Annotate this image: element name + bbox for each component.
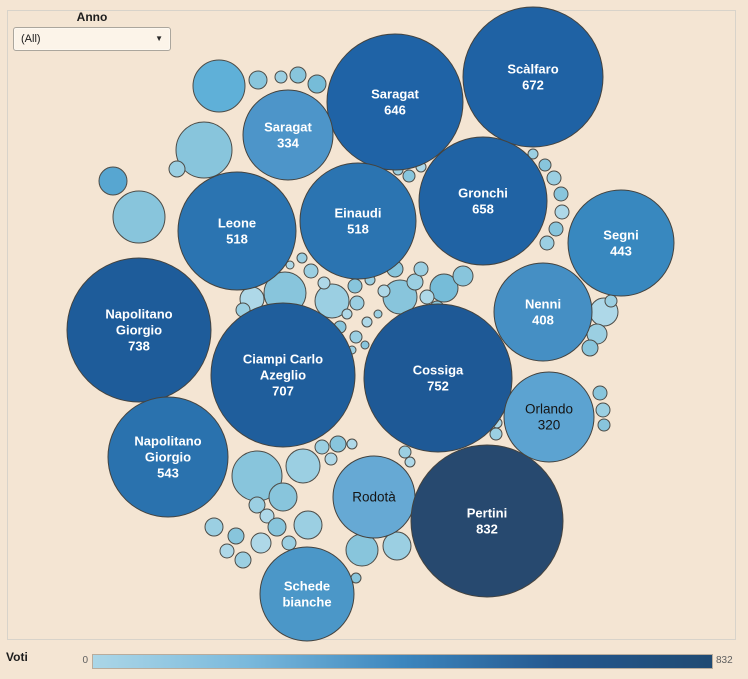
bubble-saragat-646[interactable]: Saragat 646 (326, 33, 464, 171)
bubble-orlando-320[interactable]: Orlando 320 (503, 371, 595, 463)
voti-color-legend: Voti 0 832 (0, 646, 748, 679)
small-bubble[interactable] (595, 402, 611, 418)
bubble-cossiga-752[interactable]: Cossiga 752 (363, 303, 513, 453)
anno-filter: Anno (All) ▼ (13, 10, 171, 51)
small-bubble[interactable] (360, 340, 370, 350)
bubble-sc-lfaro-672[interactable]: Scàlfaro 672 (462, 6, 604, 148)
small-bubble[interactable] (489, 427, 503, 441)
small-bubble[interactable] (289, 66, 307, 84)
small-bubble[interactable] (303, 263, 319, 279)
small-bubble[interactable] (345, 533, 379, 567)
legend-min-label: 0 (82, 655, 88, 666)
small-bubble[interactable] (398, 445, 412, 459)
small-bubble[interactable] (419, 289, 435, 305)
small-bubble[interactable] (285, 260, 295, 270)
small-bubble[interactable] (554, 204, 570, 220)
bubble-segni-443[interactable]: Segni 443 (567, 189, 675, 297)
small-bubble[interactable] (546, 170, 562, 186)
small-bubble[interactable] (307, 74, 327, 94)
small-bubble[interactable] (259, 508, 275, 524)
small-bubble[interactable] (548, 221, 564, 237)
small-bubble[interactable] (382, 531, 412, 561)
small-bubble[interactable] (219, 543, 235, 559)
bubble-gronchi-658[interactable]: Gronchi 658 (418, 136, 548, 266)
small-bubble[interactable] (329, 435, 347, 453)
small-bubble[interactable] (314, 283, 350, 319)
bubble-napolitano-giorgio-543[interactable]: Napolitano Giorgio 543 (107, 396, 229, 518)
small-bubble[interactable] (285, 448, 321, 484)
bubble-einaudi-518[interactable]: Einaudi 518 (299, 162, 417, 280)
small-bubble[interactable] (349, 295, 365, 311)
bubble-napolitano-giorgio-738[interactable]: Napolitano Giorgio 738 (66, 257, 212, 403)
small-bubble[interactable] (553, 186, 569, 202)
small-bubble[interactable] (349, 330, 363, 344)
small-bubble[interactable] (597, 418, 611, 432)
bubble-saragat-334[interactable]: Saragat 334 (242, 89, 334, 181)
small-bubble[interactable] (296, 252, 308, 264)
small-bubble[interactable] (204, 517, 224, 537)
small-bubble[interactable] (406, 273, 424, 291)
bubble-pertini-832[interactable]: Pertini 832 (410, 444, 564, 598)
legend-title: Voti (6, 650, 28, 664)
small-bubble[interactable] (341, 308, 353, 320)
small-bubble[interactable] (248, 70, 268, 90)
small-bubble[interactable] (413, 261, 429, 277)
small-bubble[interactable] (429, 273, 459, 303)
small-bubble[interactable] (268, 482, 298, 512)
small-bubble[interactable] (361, 316, 373, 328)
small-bubble[interactable] (234, 551, 252, 569)
small-bubble[interactable] (192, 59, 246, 113)
small-bubble[interactable] (293, 510, 323, 540)
small-bubble[interactable] (314, 439, 330, 455)
small-bubble[interactable] (347, 278, 363, 294)
bubble-chart-panel (7, 10, 736, 640)
bubble-rodot[interactable]: Rodotà (332, 455, 416, 539)
small-bubble[interactable] (317, 276, 331, 290)
small-bubble[interactable] (581, 339, 599, 357)
small-bubble[interactable] (267, 517, 287, 537)
bubble-leone-518[interactable]: Leone 518 (177, 171, 297, 291)
anno-filter-title: Anno (76, 10, 108, 24)
small-bubble[interactable] (402, 169, 416, 183)
small-bubble[interactable] (404, 456, 416, 468)
small-bubble[interactable] (377, 284, 391, 298)
small-bubble[interactable] (281, 535, 297, 551)
small-bubble[interactable] (373, 309, 383, 319)
small-bubble[interactable] (274, 70, 288, 84)
small-bubble[interactable] (604, 294, 618, 308)
small-bubble[interactable] (250, 532, 272, 554)
small-bubble[interactable] (539, 235, 555, 251)
small-bubble[interactable] (98, 166, 128, 196)
small-bubble[interactable] (592, 385, 608, 401)
small-bubble[interactable] (227, 527, 245, 545)
small-bubble[interactable] (324, 452, 338, 466)
small-bubble[interactable] (168, 160, 186, 178)
small-bubble[interactable] (527, 148, 539, 160)
anno-filter-dropdown[interactable]: (All) ▼ (13, 27, 171, 51)
small-bubble[interactable] (452, 265, 474, 287)
chevron-down-icon: ▼ (155, 34, 163, 43)
legend-max-label: 832 (716, 655, 733, 666)
small-bubble[interactable] (175, 121, 233, 179)
small-bubble[interactable] (112, 190, 166, 244)
bubble-ciampi-carlo-azeglio-707[interactable]: Ciampi Carlo Azeglio 707 (210, 302, 356, 448)
small-bubble[interactable] (538, 158, 552, 172)
bubble-nenni-408[interactable]: Nenni 408 (493, 262, 593, 362)
small-bubble[interactable] (346, 438, 358, 450)
anno-filter-value: (All) (21, 33, 41, 45)
legend-gradient-bar (92, 654, 713, 669)
bubble-schede-bianche[interactable]: Schede bianche (259, 546, 355, 642)
small-bubble[interactable] (248, 496, 266, 514)
